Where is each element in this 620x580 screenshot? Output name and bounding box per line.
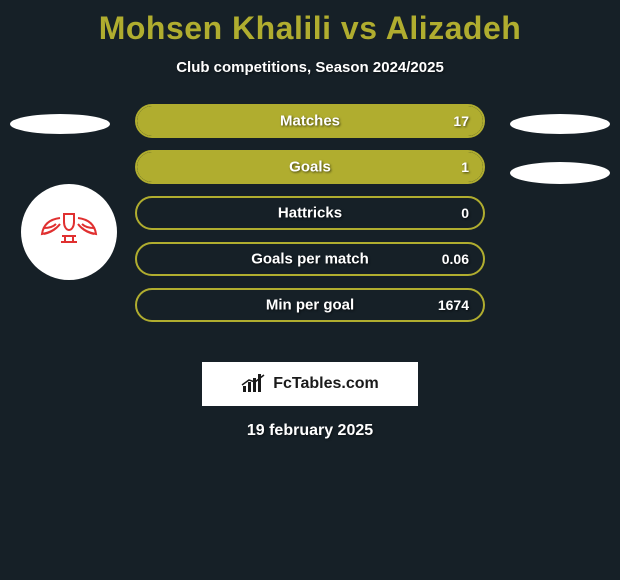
stat-bar: Hattricks0 <box>135 196 485 230</box>
stat-label: Matches <box>137 113 483 130</box>
page-title: Mohsen Khalili vs Alizadeh <box>0 0 620 47</box>
stat-value: 1674 <box>438 297 469 313</box>
comparison-panel: Matches17 Goals1 Hattricks0 Goals per match… <box>0 104 620 354</box>
stat-bar: Goals1 <box>135 150 485 184</box>
brand-label: FcTables.com <box>273 375 379 393</box>
stat-value: 0 <box>461 205 469 221</box>
date-label: 19 february 2025 <box>0 422 620 440</box>
stat-value: 17 <box>453 113 469 129</box>
brand-box[interactable]: FcTables.com <box>202 362 418 406</box>
club-logo <box>21 184 117 280</box>
stat-label: Hattricks <box>137 205 483 222</box>
stat-bar: Matches17 <box>135 104 485 138</box>
stat-bar: Goals per match0.06 <box>135 242 485 276</box>
subtitle: Club competitions, Season 2024/2025 <box>0 59 620 76</box>
trophy-wings-icon <box>34 204 104 260</box>
player-right-badge-1 <box>510 114 610 134</box>
stat-label: Min per goal <box>137 297 483 314</box>
stat-label: Goals per match <box>137 251 483 268</box>
stat-value: 0.06 <box>442 251 469 267</box>
stat-bar: Min per goal1674 <box>135 288 485 322</box>
chart-icon <box>241 374 267 394</box>
stat-label: Goals <box>137 159 483 176</box>
stat-value: 1 <box>461 159 469 175</box>
player-right-badge-2 <box>510 162 610 184</box>
stat-bars: Matches17 Goals1 Hattricks0 Goals per match… <box>135 104 485 334</box>
player-left-badge <box>10 114 110 134</box>
